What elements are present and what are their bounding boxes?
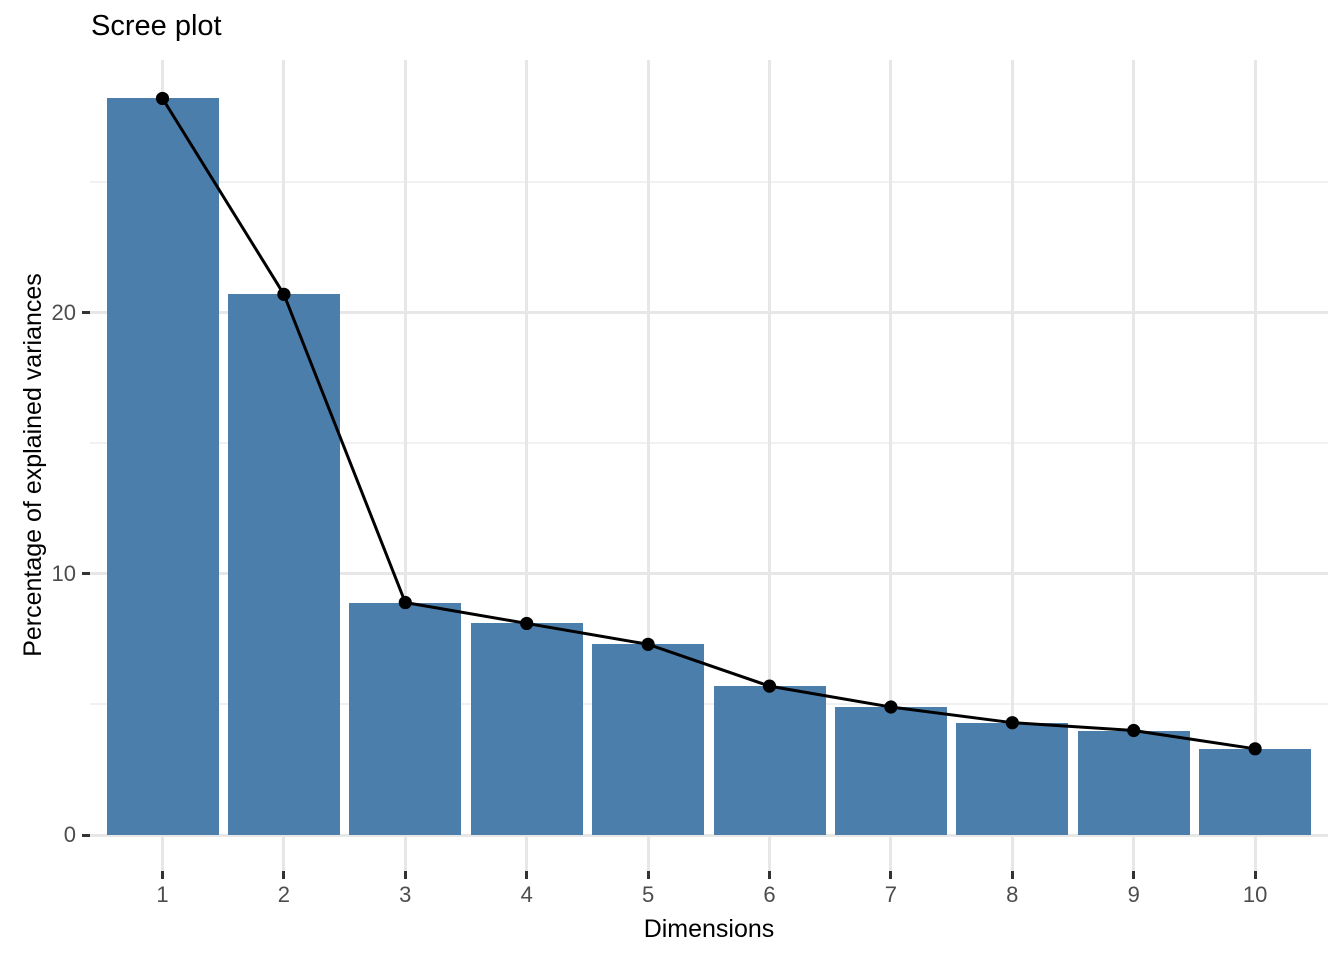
x-tick-label-2: 2 bbox=[277, 882, 291, 907]
x-axis-title: Dimensions bbox=[643, 915, 775, 943]
x-tick-label-3: 3 bbox=[399, 882, 412, 907]
x-tick-5 bbox=[646, 871, 650, 879]
x-tick-3 bbox=[403, 871, 407, 879]
bar-dim-1 bbox=[106, 98, 219, 835]
y-tick-0 bbox=[82, 833, 90, 837]
bar-dim-9 bbox=[1077, 730, 1190, 835]
x-tick-label-6: 6 bbox=[763, 882, 776, 907]
x-tick-10 bbox=[1253, 871, 1257, 879]
x-tick-8 bbox=[1010, 871, 1014, 879]
x-tick-9 bbox=[1132, 871, 1136, 879]
x-tick-6 bbox=[768, 871, 771, 879]
y-axis-title: Percentage of explained variances bbox=[19, 273, 47, 657]
x-tick-label-8: 8 bbox=[1006, 882, 1019, 907]
bar-dim-8 bbox=[956, 722, 1069, 835]
x-tick-label-4: 4 bbox=[520, 882, 533, 907]
gridline-major-y0 bbox=[90, 833, 1328, 837]
bar-dim-7 bbox=[834, 707, 947, 835]
x-tick-4 bbox=[525, 871, 529, 879]
bar-dim-3 bbox=[349, 602, 462, 835]
x-tick-7 bbox=[889, 871, 893, 879]
bar-dim-2 bbox=[227, 294, 340, 835]
plot-panel bbox=[90, 60, 1328, 871]
y-tick-label-10: 10 bbox=[51, 560, 76, 586]
x-tick-label-10: 10 bbox=[1242, 882, 1268, 907]
bar-dim-4 bbox=[470, 623, 583, 835]
bar-dim-10 bbox=[1199, 748, 1312, 835]
x-tick-label-9: 9 bbox=[1127, 882, 1140, 907]
bar-dim-6 bbox=[713, 686, 826, 835]
x-tick-label-7: 7 bbox=[884, 882, 898, 907]
x-tick-label-5: 5 bbox=[641, 882, 655, 907]
plot-title: Scree plot bbox=[91, 10, 222, 42]
y-tick-20 bbox=[82, 311, 90, 315]
x-tick-label-1: 1 bbox=[156, 882, 169, 907]
y-tick-label-0: 0 bbox=[63, 822, 76, 847]
bar-dim-5 bbox=[592, 644, 705, 835]
gridline-minor-y25 bbox=[90, 181, 1328, 183]
y-tick-label-20: 20 bbox=[51, 299, 76, 325]
y-tick-10 bbox=[82, 572, 90, 576]
x-tick-2 bbox=[282, 871, 286, 879]
x-tick-1 bbox=[161, 871, 164, 879]
